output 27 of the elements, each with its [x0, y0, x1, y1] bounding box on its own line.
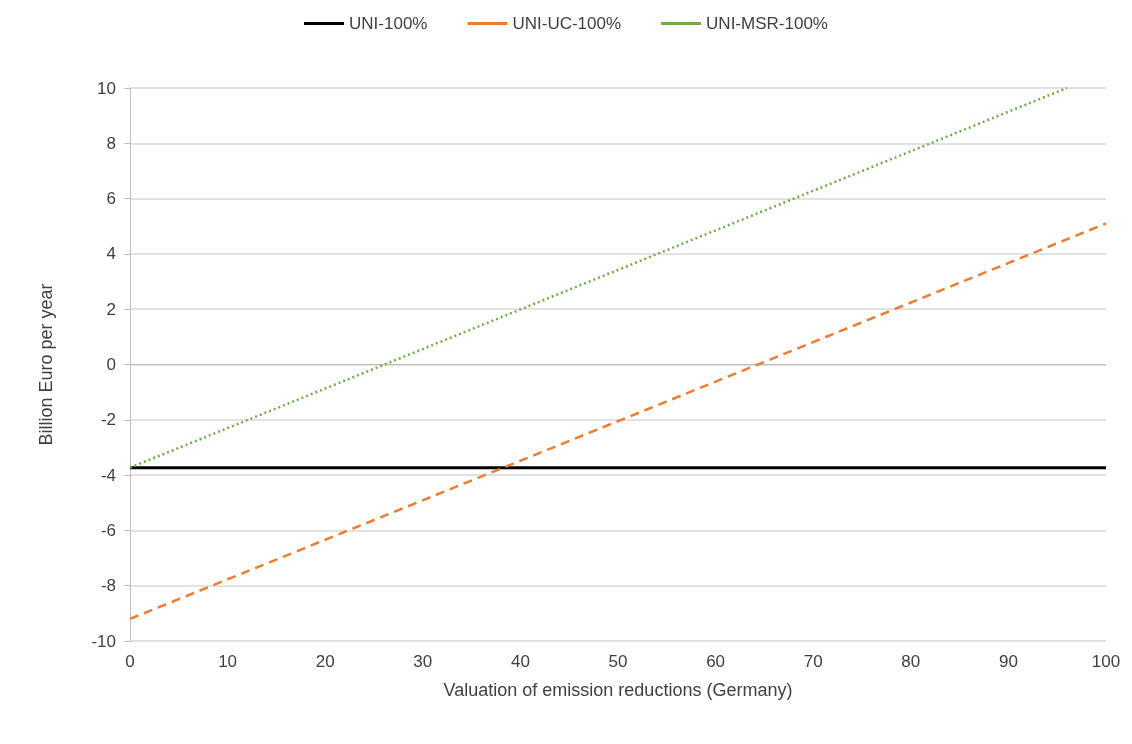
y-tick-label: 0 [106, 355, 116, 374]
x-tick-label: 50 [608, 652, 628, 671]
x-tick-label: 10 [218, 652, 238, 671]
x-tick-label: 20 [315, 652, 335, 671]
y-tick-label: -2 [100, 410, 116, 430]
y-tick-label: -6 [100, 520, 116, 540]
x-axis-title: Valuation of emission reductions (Germany) [443, 680, 793, 700]
legend-label: UNI-100% [349, 14, 428, 33]
x-tick-label: 80 [901, 652, 921, 671]
legend-label: UNI-MSR-100% [706, 14, 828, 33]
x-tick-label: 70 [803, 652, 823, 671]
y-tick-label: 10 [97, 78, 116, 98]
x-tick-label: 100 [1091, 652, 1121, 671]
y-tick-label: 8 [106, 133, 116, 153]
x-tick-label: 40 [510, 652, 530, 671]
y-axis-title: Billion Euro per year [36, 283, 56, 446]
x-tick-label: 30 [413, 652, 433, 671]
y-tick-label: 6 [106, 189, 116, 209]
y-tick-label: 4 [106, 244, 116, 264]
legend-label: UNI-UC-100% [512, 14, 622, 33]
y-tick-label: 2 [106, 299, 116, 319]
y-tick-label: -10 [91, 631, 116, 651]
x-tick-label: 60 [706, 652, 726, 671]
x-tick-label: 0 [125, 652, 135, 671]
y-tick-label: -8 [100, 576, 116, 596]
y-tick-label: -4 [100, 465, 116, 485]
x-tick-label: 90 [998, 652, 1018, 671]
